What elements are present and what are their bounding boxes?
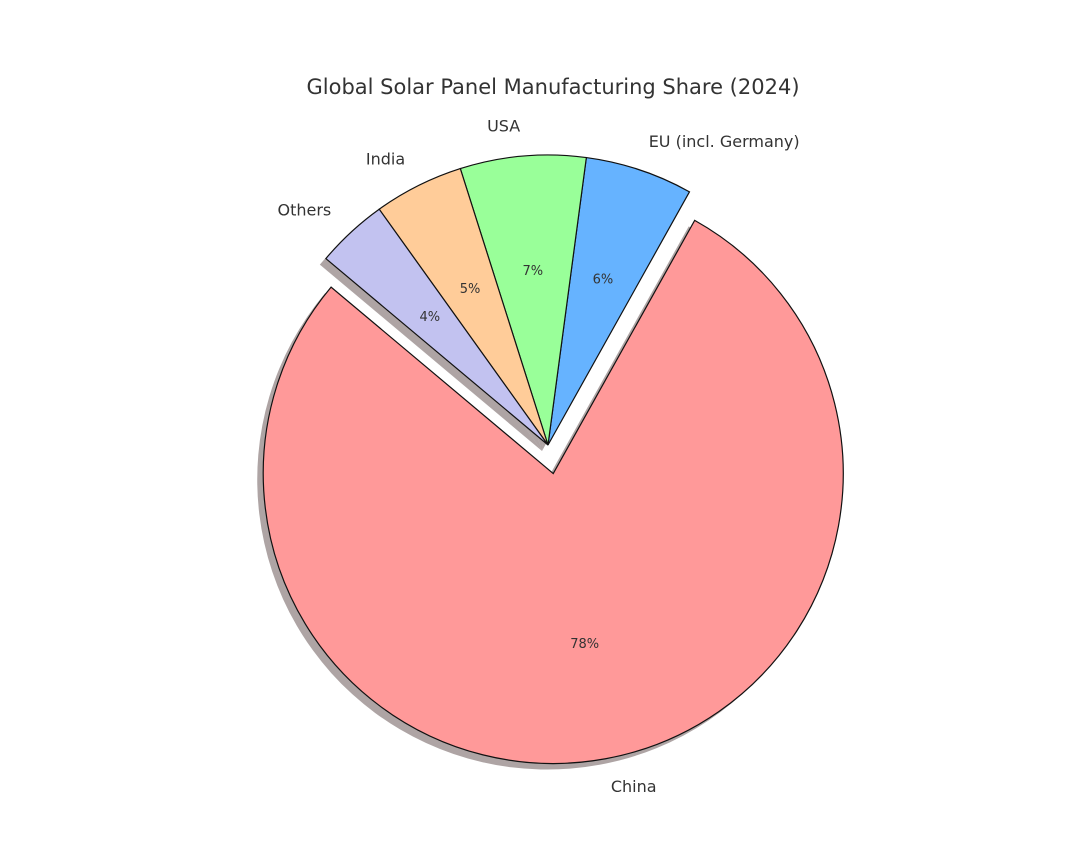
slice-label: China: [611, 777, 657, 796]
slice: [325, 208, 549, 446]
slice-label: USA: [487, 117, 520, 136]
slice-label: India: [366, 149, 405, 168]
slice: [262, 219, 844, 765]
pct-label: 4%: [419, 310, 440, 325]
slice-label: EU (incl. Germany): [649, 132, 800, 151]
slice-label: Others: [277, 200, 331, 219]
pct-label: 5%: [460, 282, 481, 297]
pct-label: 7%: [523, 264, 544, 279]
chart-title: Global Solar Panel Manufacturing Share (…: [306, 75, 799, 99]
pct-label: 78%: [570, 637, 599, 652]
slice: [459, 154, 588, 446]
pct-label: 6%: [593, 272, 614, 287]
